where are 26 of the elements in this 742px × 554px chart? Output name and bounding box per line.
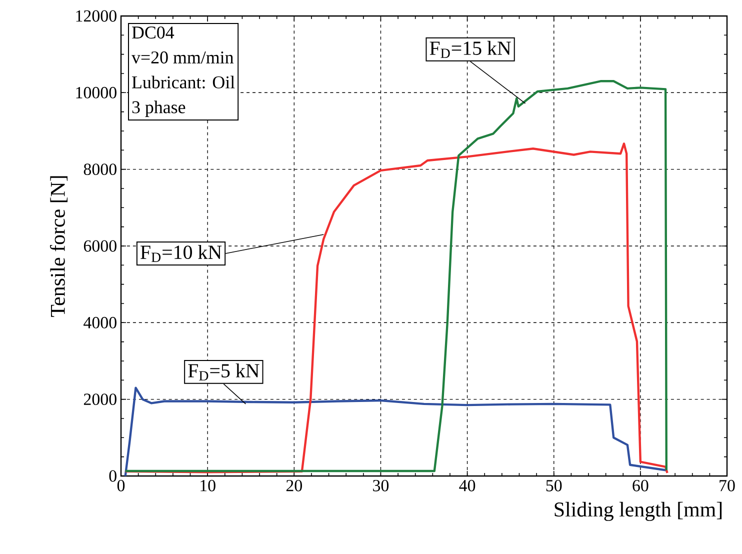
x-tick-label: 10 (200, 480, 216, 492)
y-axis-title: Tensile force [N] (50, 176, 68, 317)
x-tick-label: 70 (720, 480, 735, 492)
annotation: F$_{D}$=10 kN (140, 245, 222, 262)
y-tick-label: 4000 (84, 316, 116, 328)
x-tick-label: 40 (459, 480, 476, 492)
x-tick-label: 30 (373, 480, 389, 492)
y-tick-label: 12000 (76, 10, 116, 22)
annotation: Lubricant: Oil (132, 76, 235, 88)
x-tick-label: 0 (117, 480, 125, 492)
annotation: DC04 (132, 26, 174, 39)
x-tick-label: 20 (286, 480, 302, 492)
y-tick-label: 6000 (84, 240, 116, 252)
x-tick-label: 60 (632, 480, 648, 492)
x-axis-title: Sliding length [mm] (554, 502, 722, 521)
annotation: v=20 mm/min (132, 51, 234, 64)
annotation: F$_{D}$=5 kN (188, 363, 260, 380)
y-tick-label: 0 (109, 470, 116, 482)
annotation: F$_{D}$=15 kN (430, 40, 511, 58)
x-tick-label: 50 (546, 480, 562, 492)
y-tick-label: 2000 (84, 394, 116, 406)
y-tick-label: 8000 (84, 164, 116, 176)
y-tick-label: 10000 (76, 86, 116, 98)
line-series (124, 142, 668, 474)
line-series (124, 386, 668, 478)
annotation: 3 phase (132, 100, 186, 117)
